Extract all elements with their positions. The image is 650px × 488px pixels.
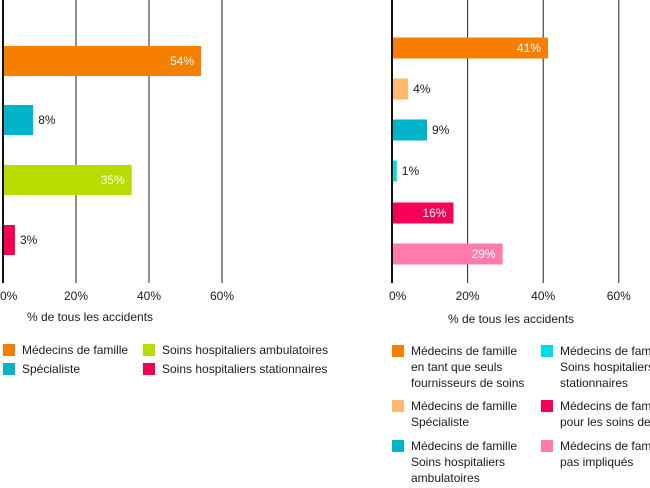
legend-text: pas impliqués xyxy=(560,455,634,469)
legend-text: Soins hospitaliers stationnaires xyxy=(162,362,328,376)
data-label: 41% xyxy=(517,41,541,55)
legend-label: Médecins de fami pas impliqués xyxy=(560,438,650,470)
legend-text: Médecins de famille xyxy=(411,439,518,453)
legend-text: Soins hospitaliers xyxy=(560,360,650,374)
data-label: 9% xyxy=(432,123,450,137)
bar xyxy=(393,119,428,141)
legend-text: Médecins de famille xyxy=(411,344,518,358)
legend-text: Médecins de famille xyxy=(22,343,129,357)
bar xyxy=(4,46,202,76)
tick-label: 40% xyxy=(531,289,555,303)
legend-swatch xyxy=(541,440,553,452)
legend-swatch xyxy=(143,363,155,375)
data-label: 35% xyxy=(101,173,125,187)
tick-label: 0% xyxy=(0,289,18,303)
legend-text: Soins hospitaliers ambulatoires xyxy=(162,343,329,357)
legend-text: Médecins de fami xyxy=(560,399,650,413)
legend-label: Soins hospitaliers stationnaires xyxy=(162,361,327,377)
tick-label: 20% xyxy=(456,289,480,303)
bar xyxy=(4,225,15,255)
legend-text: Médecins de famille xyxy=(411,399,518,413)
legend-text: Spécialiste xyxy=(22,362,81,376)
legend-swatch xyxy=(392,345,404,357)
legend-swatch xyxy=(3,363,15,375)
legend-label: Spécialiste xyxy=(22,361,80,377)
legend-swatch xyxy=(541,345,553,357)
data-label: 8% xyxy=(38,113,56,127)
data-label: 3% xyxy=(20,233,38,247)
bar xyxy=(393,78,409,100)
tick-label: 0% xyxy=(389,289,407,303)
legend-swatch xyxy=(392,400,404,412)
tick-label: 40% xyxy=(137,289,161,303)
legend-text: fournisseurs de soins xyxy=(411,376,525,390)
legend-swatch xyxy=(143,344,155,356)
data-label: 4% xyxy=(413,82,431,96)
legend-label: Soins hospitaliers ambulatoires xyxy=(162,342,328,358)
legend-label: Médecins de famille en tant que seuls four… xyxy=(411,343,524,391)
tick-label: 20% xyxy=(64,289,88,303)
bar xyxy=(393,243,503,265)
tick-label: 60% xyxy=(607,289,631,303)
legend-text: Spécialiste xyxy=(411,415,470,429)
legend-swatch xyxy=(541,400,553,412)
legend-text: en tant que seuls xyxy=(411,360,503,374)
bar xyxy=(4,165,132,195)
data-label: 29% xyxy=(472,247,496,261)
legend-text: pour les soins de xyxy=(560,415,650,429)
legend-label: Médecins de fami Soins hospitaliers statio… xyxy=(560,343,650,391)
legend-text: stationnaires xyxy=(560,376,629,390)
data-label: 16% xyxy=(422,206,446,220)
legend-label: Médecins de fami pour les soins de xyxy=(560,398,650,430)
legend-label: Médecins de famille xyxy=(22,342,128,358)
bar xyxy=(4,105,34,135)
legend-text: ambulatoires xyxy=(411,471,480,485)
legend-text: Médecins de fami xyxy=(560,439,650,453)
legend-label: Médecins de famille Spécialiste xyxy=(411,398,517,430)
legend-label: Médecins de famille Soins hospitaliers amb… xyxy=(411,438,517,486)
legend-swatch xyxy=(3,344,15,356)
x-axis-label: % de tous les accidents xyxy=(27,310,153,324)
bar xyxy=(393,202,454,224)
tick-label: 60% xyxy=(210,289,234,303)
legend-swatch xyxy=(392,440,404,452)
bar xyxy=(393,160,397,182)
legend-text: Soins hospitaliers xyxy=(411,455,506,469)
bar xyxy=(393,37,548,59)
x-axis-label: % de tous les accidents xyxy=(448,312,574,326)
data-label: 54% xyxy=(170,54,194,68)
legend-text: Médecins de fami xyxy=(560,344,650,358)
data-label: 1% xyxy=(402,164,420,178)
